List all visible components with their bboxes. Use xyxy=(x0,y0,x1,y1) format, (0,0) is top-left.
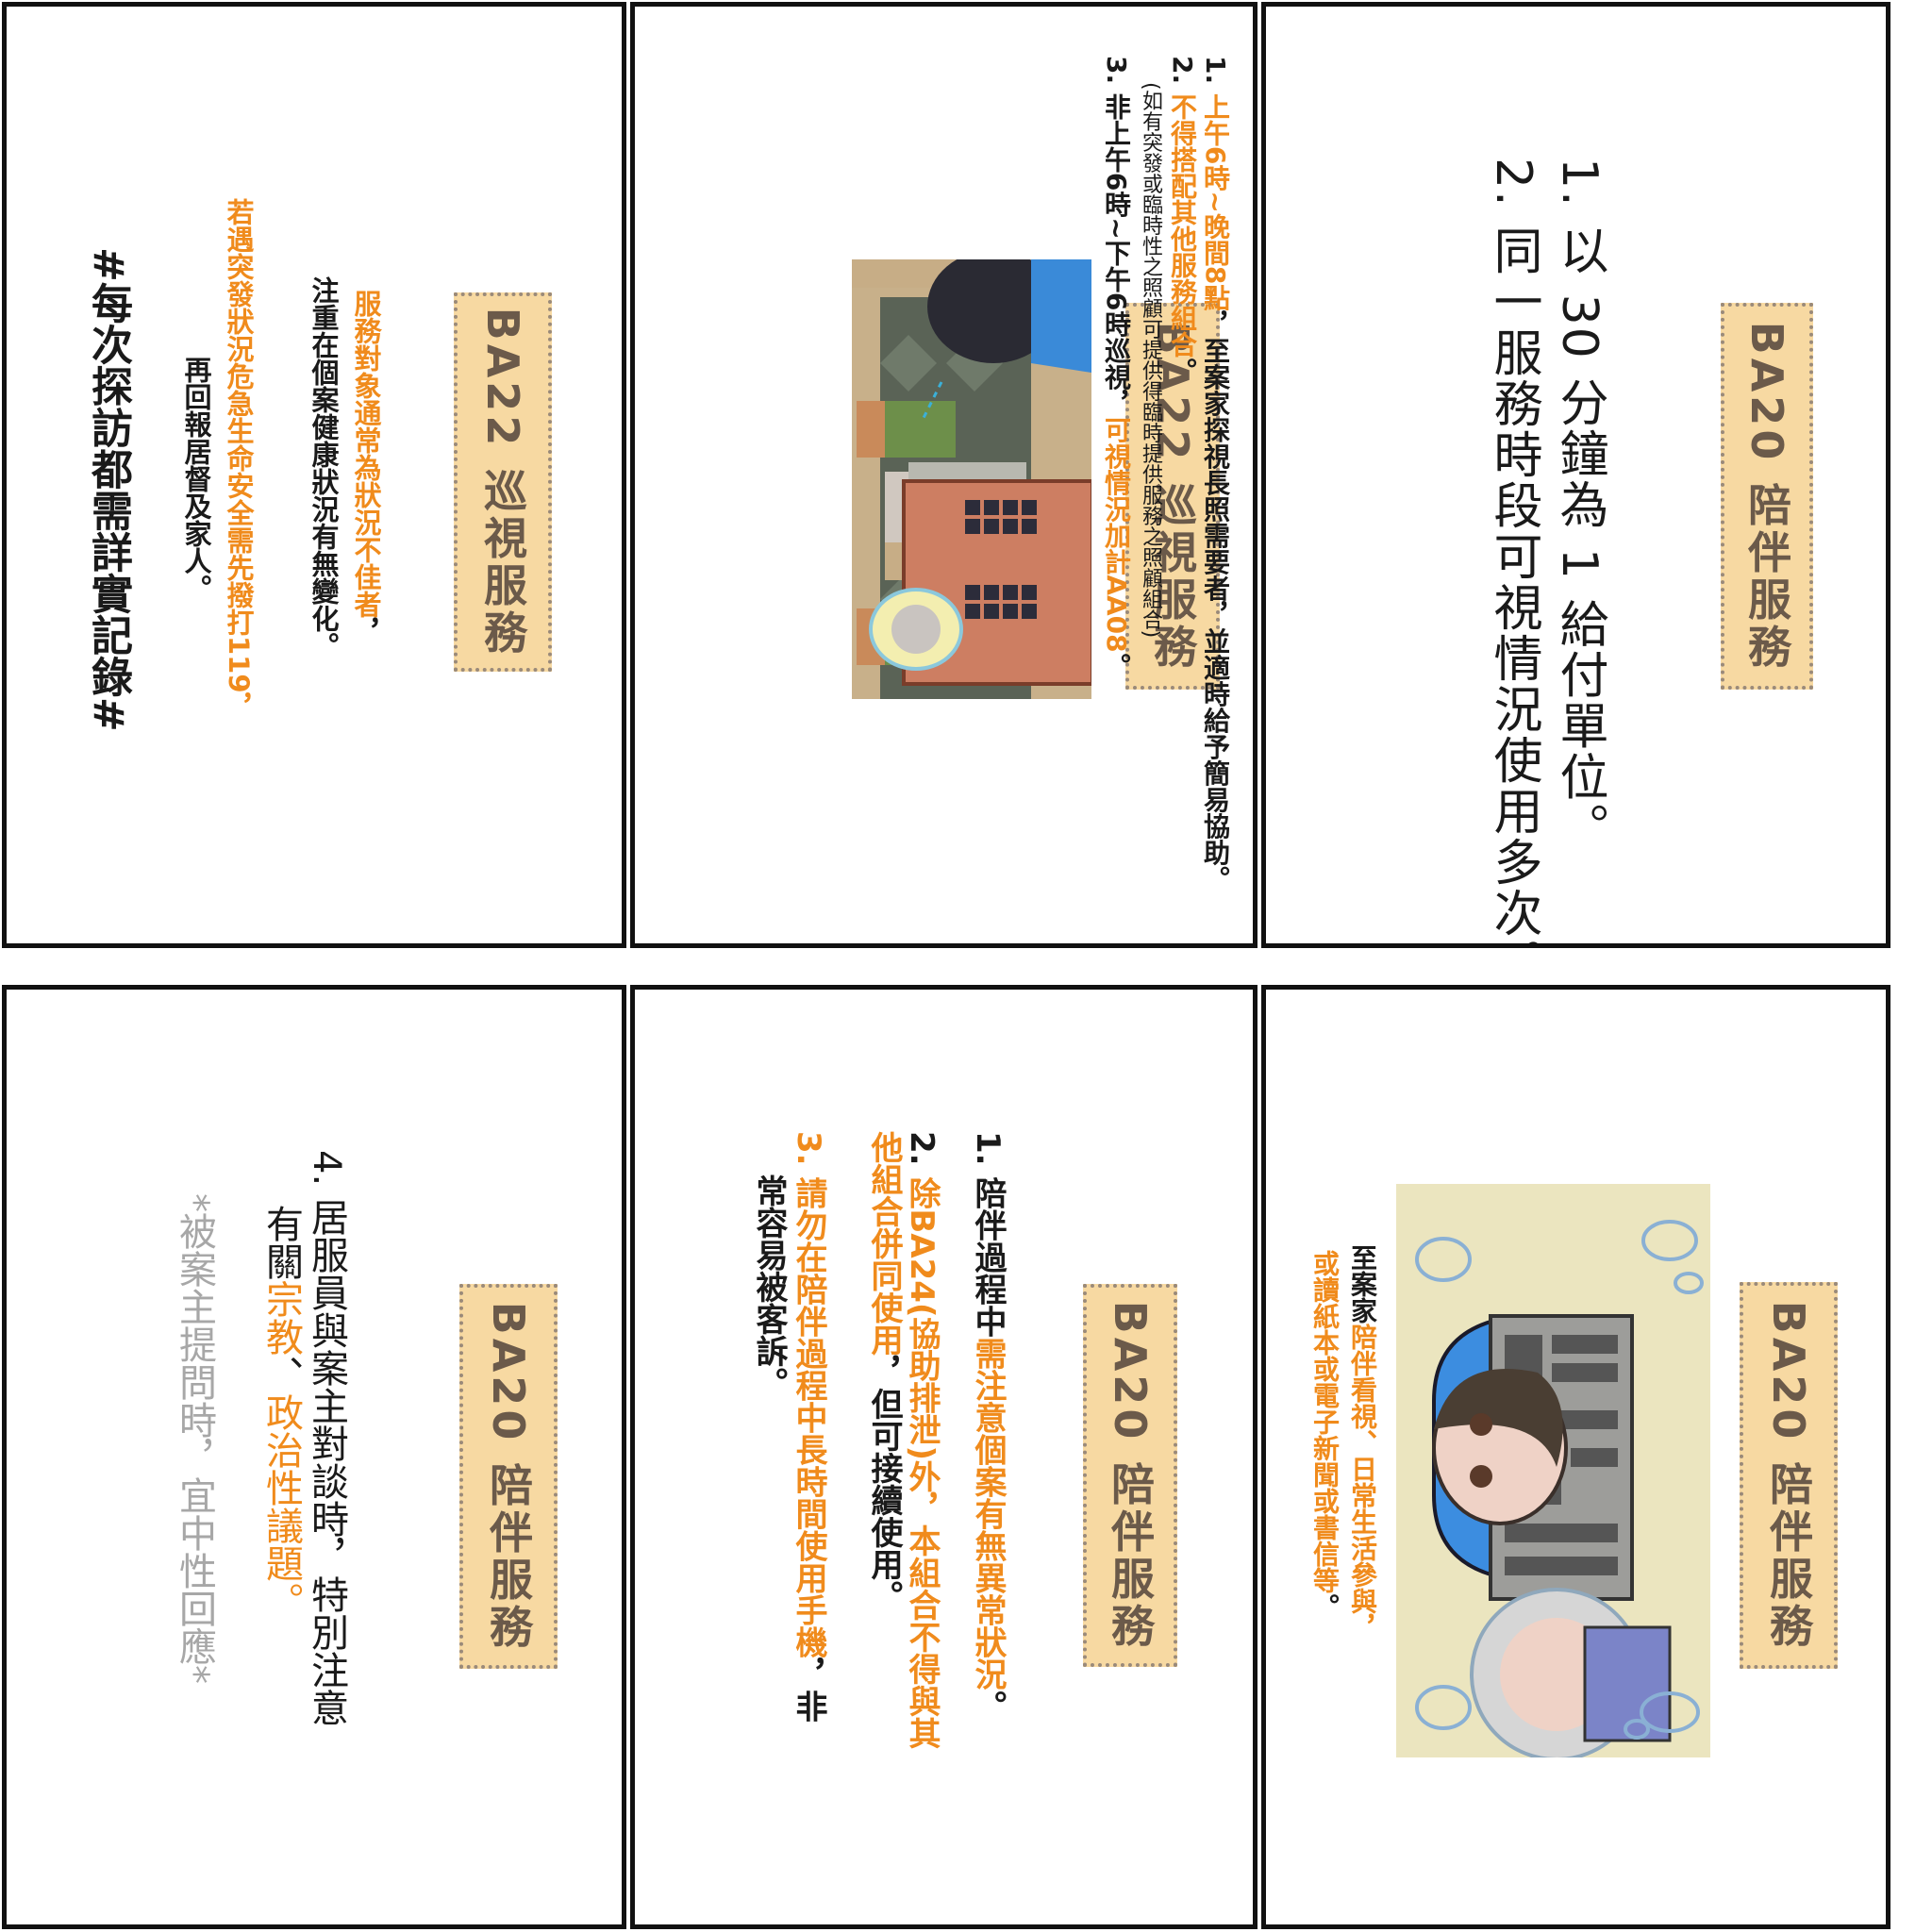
section-tag: BA20 陪伴服務 xyxy=(1740,1282,1838,1669)
rule-line-2: 2. 同一服務時段可視情況使用多次。 xyxy=(1485,158,1541,948)
rule-item-3: 3. 非上午6時~下午6時巡視，可視情況加計AA08。 xyxy=(1101,56,1132,679)
reading-newspaper-illustration xyxy=(1396,1184,1710,1757)
panel-ba20-units: BA20 陪伴服務 1. 以 30 分鐘為 1 給付單位。 2. 同一服務時段可… xyxy=(1261,2,1890,948)
topic-line-1: 4. 居服員與案主對談時，特別注意 xyxy=(305,1150,348,1726)
rule-line-1: 1. 以 30 分鐘為 1 給付單位。 xyxy=(1551,158,1607,854)
panel-ba20-topics: BA20 陪伴服務 4. 居服員與案主對談時，特別注意 有關宗教、政治性議題。 … xyxy=(2,985,626,1929)
note-line-3: 若遇突發狀況危急生命安全需先撥打119， xyxy=(223,198,255,721)
caption-line-2: 或讀紙本或電子新聞或書信等。 xyxy=(1309,1250,1341,1620)
panel-ba20-companion: BA20 陪伴服務 至案家陪伴看視、日常生活參與， 或讀紙本或電子新聞或書信等。 xyxy=(1261,985,1890,1929)
rule-item-2-note: (如有突發或臨時性之照顧可提供得臨時提供服務之照顧組合) xyxy=(1139,82,1162,639)
rule-item-2-cont: 他組合併同使用，但可接續使用。 xyxy=(865,1131,903,1612)
note-line-1: 服務對象通常為狀況不佳者， xyxy=(350,290,382,645)
section-tag: BA20 陪伴服務 xyxy=(1721,303,1813,690)
rule-item-2: 2. 除BA24(協助排泄)外，本組合不得與其 xyxy=(903,1131,941,1750)
topic-line-2: 有關宗教、政治性議題。 xyxy=(259,1205,303,1620)
note-line-4: 再回報居督及家人。 xyxy=(180,356,212,602)
section-tag: BA20 陪伴服務 xyxy=(1083,1284,1177,1667)
section-tag: BA22 巡視服務 xyxy=(454,292,552,672)
door-visit-illustration xyxy=(852,259,1091,699)
panel-ba22-rules: BA22 巡視服務 xyxy=(630,2,1257,948)
rule-item-3: 3. 請勿在陪伴過程中長時間使用手機，非 xyxy=(790,1131,827,1723)
rule-item-3-cont: 常容易被客訴。 xyxy=(750,1174,788,1399)
panel-ba22-notes: BA22 巡視服務 服務對象通常為狀況不佳者， 注重在個案健康狀況有無變化。 若… xyxy=(2,2,626,948)
rule-item-2: 2. 不得搭配其他服務組合。 xyxy=(1167,56,1198,384)
note-line-2: 注重在個案健康狀況有無變化。 xyxy=(308,276,340,659)
rule-item-1: 1. 陪伴過程中需注意個案有無異常狀況。 xyxy=(969,1131,1007,1723)
caption-line-1: 至案家陪伴看視、日常生活參與， xyxy=(1347,1244,1378,1641)
section-tag: BA22 巡視服務 xyxy=(1125,303,1220,690)
rule-item-1: 1. 上午6時~晚間8點，至案家探視長照需要者，並適時給予簡易協助。 xyxy=(1200,56,1231,892)
record-reminder: #每次探訪都需詳實記錄# xyxy=(84,247,132,732)
neutral-reply-note: *被案主提問時，宜中性回應* xyxy=(173,1193,216,1684)
section-tag: BA20 陪伴服務 xyxy=(459,1284,558,1669)
panel-ba20-rules: BA20 陪伴服務 1. 陪伴過程中需注意個案有無異常狀況。 2. 除BA24(… xyxy=(630,985,1257,1929)
